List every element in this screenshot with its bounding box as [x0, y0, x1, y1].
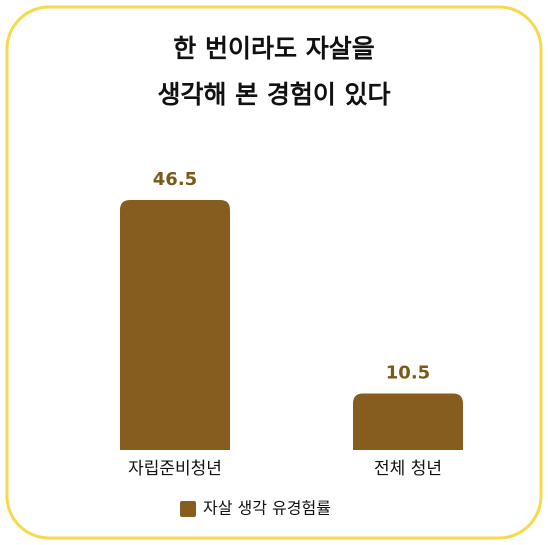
- bar: [353, 393, 463, 450]
- x-tick-label: 자립준비청년: [128, 459, 222, 479]
- bar: [120, 200, 230, 450]
- value-label: 10.5: [386, 363, 430, 384]
- value-label: 46.5: [153, 169, 197, 190]
- legend-swatch: [180, 501, 196, 517]
- legend-label: 자살 생각 유경험률: [203, 499, 331, 518]
- chart-title: 한 번이라도 자살을: [173, 34, 374, 63]
- x-tick-label: 전체 청년: [374, 459, 442, 479]
- chart-title: 생각해 본 경험이 있다: [157, 80, 390, 109]
